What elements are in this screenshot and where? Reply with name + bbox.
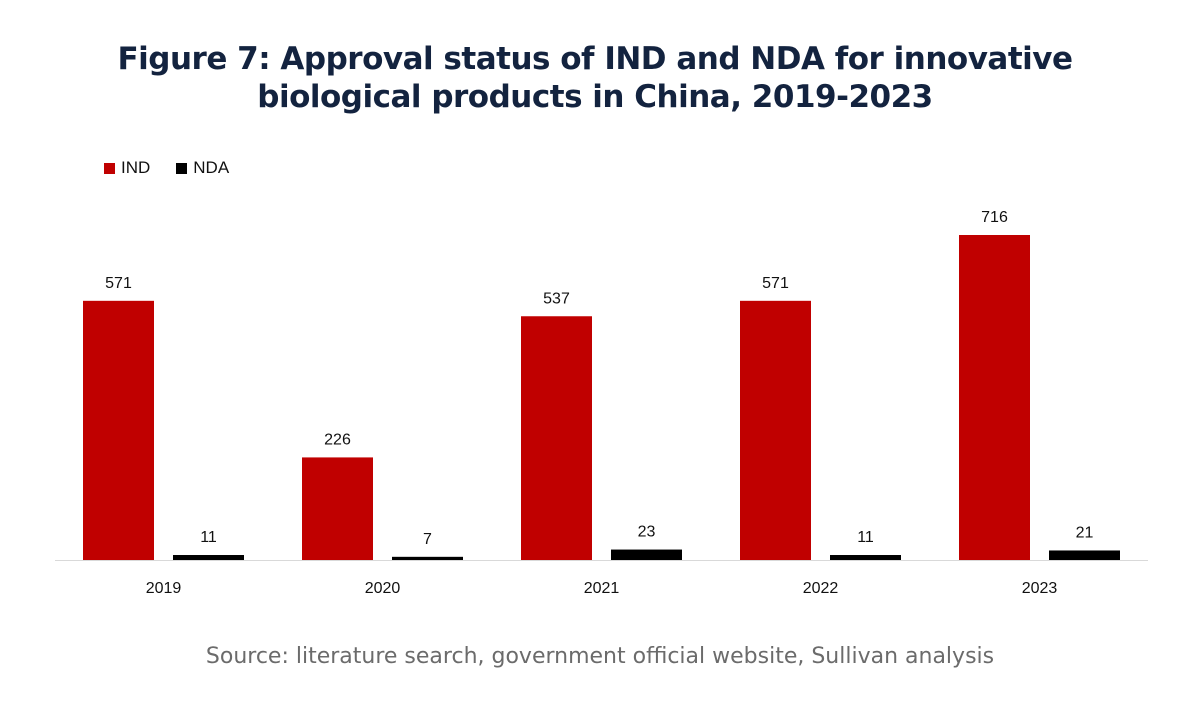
data-label-ind-2021: 537 (543, 290, 570, 307)
bar-nda-2023 (1049, 550, 1120, 560)
legend-label-nda: NDA (193, 158, 230, 177)
legend-swatch-ind (104, 162, 115, 174)
legend: IND NDA (104, 158, 229, 178)
x-tick-label-2020: 2020 (365, 580, 401, 597)
data-label-nda-2023: 21 (1076, 524, 1094, 541)
x-tick-label-2019: 2019 (146, 580, 182, 597)
data-label-ind-2019: 571 (105, 275, 132, 292)
data-label-nda-2022: 11 (857, 529, 874, 546)
data-label-nda-2020: 7 (423, 531, 432, 548)
bar-ind-2023 (959, 235, 1030, 560)
source-note: Source: literature search, government of… (205, 644, 995, 669)
data-label-nda-2019: 11 (200, 529, 217, 546)
x-tick-label-2021: 2021 (584, 580, 620, 597)
bar-ind-2020 (302, 457, 373, 560)
bar-nda-2022 (830, 555, 901, 560)
x-tick-label-2023: 2023 (1022, 580, 1058, 597)
chart-title-line-2: biological products in China, 2019-2023 (257, 79, 933, 115)
chart-title: Figure 7: Approval status of IND and NDA… (0, 40, 1190, 116)
chart-title-line-1: Figure 7: Approval status of IND and NDA… (117, 41, 1074, 77)
data-label-ind-2023: 716 (981, 209, 1008, 226)
data-label-nda-2021: 23 (638, 524, 656, 541)
data-label-ind-2022: 571 (762, 275, 789, 292)
bar-nda-2020 (392, 556, 463, 560)
bar-nda-2021 (611, 549, 682, 560)
legend-swatch-nda (176, 162, 188, 174)
bar-ind-2021 (521, 316, 592, 560)
legend-item-ind: IND (104, 158, 150, 178)
bar-ind-2022 (740, 300, 811, 560)
legend-label-ind: IND (121, 158, 151, 177)
data-label-ind-2020: 226 (324, 431, 351, 448)
bar-ind-2019 (83, 300, 154, 560)
x-tick-label-2022: 2022 (803, 580, 839, 597)
legend-item-nda: NDA (176, 158, 229, 178)
bar-nda-2019 (173, 555, 244, 560)
